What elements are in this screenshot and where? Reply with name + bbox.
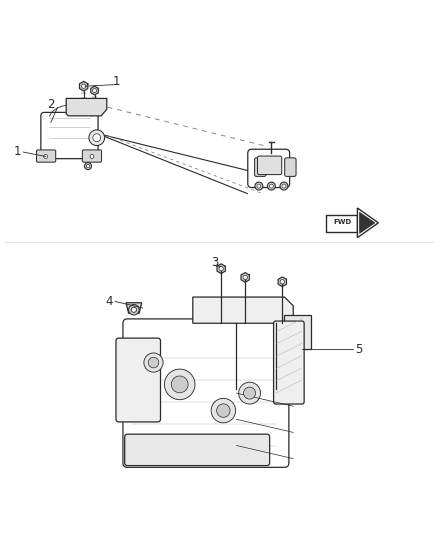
Text: 1: 1	[113, 75, 120, 88]
Circle shape	[171, 376, 188, 393]
Text: 3: 3	[211, 256, 218, 269]
Circle shape	[88, 152, 96, 160]
Circle shape	[86, 164, 90, 168]
Circle shape	[244, 387, 255, 399]
FancyBboxPatch shape	[41, 112, 98, 159]
Circle shape	[239, 382, 261, 404]
Circle shape	[211, 398, 236, 423]
FancyBboxPatch shape	[82, 150, 102, 162]
Circle shape	[217, 404, 230, 417]
FancyBboxPatch shape	[123, 319, 289, 467]
FancyBboxPatch shape	[254, 158, 266, 176]
FancyBboxPatch shape	[285, 158, 296, 176]
Circle shape	[85, 163, 92, 169]
FancyBboxPatch shape	[326, 215, 357, 231]
Polygon shape	[241, 272, 249, 282]
Text: FWD: FWD	[333, 220, 352, 225]
Circle shape	[92, 88, 96, 93]
Circle shape	[255, 182, 263, 190]
FancyBboxPatch shape	[258, 156, 282, 175]
Polygon shape	[91, 86, 99, 95]
Polygon shape	[126, 303, 142, 313]
Circle shape	[131, 307, 137, 312]
Circle shape	[148, 357, 159, 368]
Polygon shape	[66, 99, 107, 116]
Polygon shape	[360, 212, 375, 233]
FancyBboxPatch shape	[116, 338, 160, 422]
Circle shape	[257, 184, 261, 188]
Circle shape	[219, 266, 223, 271]
Circle shape	[89, 130, 105, 146]
Text: 4: 4	[105, 295, 113, 308]
Circle shape	[90, 155, 94, 158]
Circle shape	[280, 182, 288, 190]
Circle shape	[282, 184, 286, 188]
Circle shape	[280, 280, 284, 284]
FancyBboxPatch shape	[248, 149, 290, 188]
Polygon shape	[193, 297, 311, 350]
FancyBboxPatch shape	[36, 150, 56, 162]
Polygon shape	[357, 208, 378, 238]
Circle shape	[44, 155, 48, 158]
Circle shape	[268, 182, 276, 190]
Polygon shape	[79, 82, 88, 91]
Circle shape	[269, 184, 273, 188]
Circle shape	[243, 275, 247, 280]
Circle shape	[164, 369, 195, 400]
Text: 1: 1	[14, 145, 21, 158]
Text: 2: 2	[47, 99, 55, 111]
Circle shape	[129, 304, 139, 315]
Circle shape	[144, 353, 163, 372]
FancyBboxPatch shape	[125, 434, 270, 466]
Circle shape	[81, 84, 86, 88]
Circle shape	[42, 152, 49, 160]
FancyBboxPatch shape	[274, 321, 304, 404]
Text: 5: 5	[355, 343, 362, 356]
Polygon shape	[217, 264, 225, 273]
Polygon shape	[285, 314, 311, 350]
Circle shape	[93, 134, 101, 142]
Polygon shape	[278, 277, 286, 287]
